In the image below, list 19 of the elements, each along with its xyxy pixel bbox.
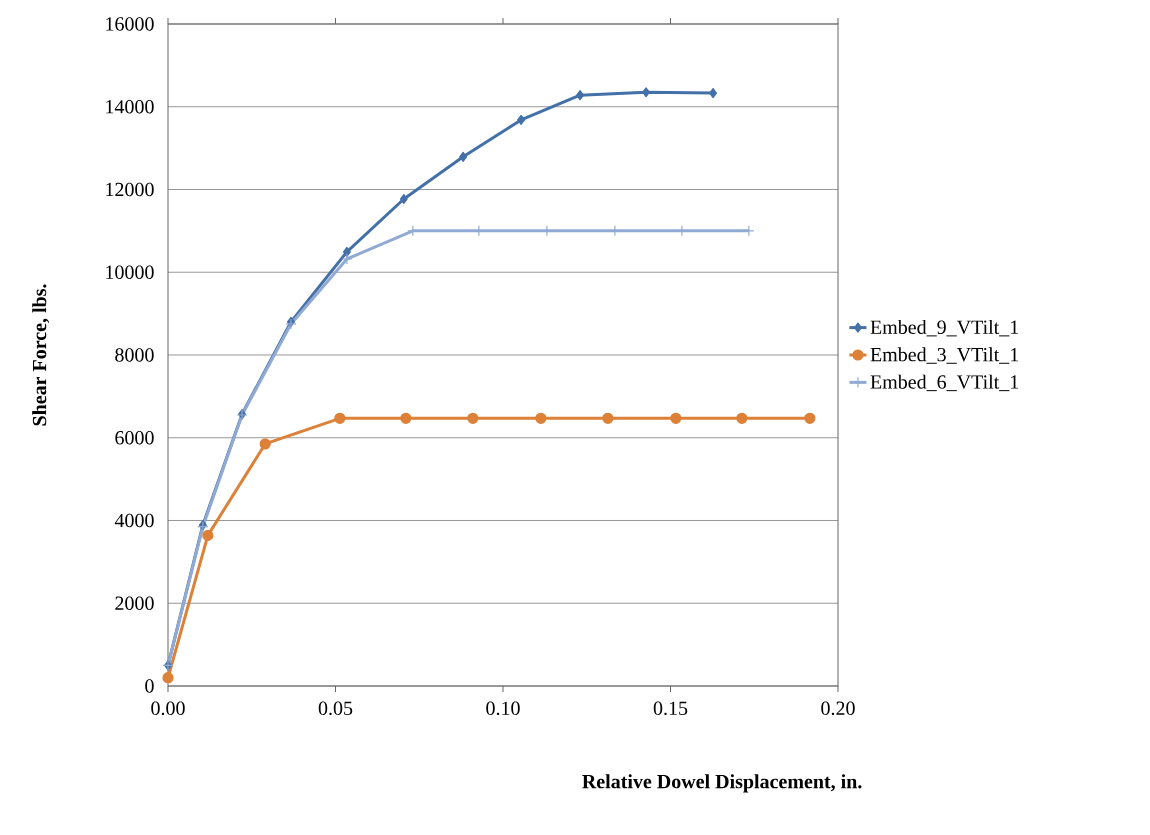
y-tick-label: 8000 [115, 348, 154, 362]
y-tick-label: 14000 [106, 100, 154, 114]
y-axis-title: Shear Force, lbs. [32, 284, 50, 426]
x-tick-label: 0.20 [821, 701, 855, 716]
y-tick-label: 12000 [106, 182, 154, 197]
y-tick-label: 6000 [115, 431, 154, 445]
x-tick-label: 0.05 [318, 701, 353, 716]
x-tick-label: 0.15 [653, 701, 688, 716]
legend-label: Embed_9_VTilt_1 [870, 319, 1019, 337]
legend-label: Embed_3_VTilt_1 [870, 347, 1019, 364]
x-tick-label: 0.10 [486, 701, 520, 716]
y-tick-label: 2000 [115, 596, 154, 610]
x-axis-title: Relative Dowel Displacement, in. [582, 774, 862, 793]
legend-label: Embed_6_VTilt_1 [870, 374, 1019, 392]
y-tick-label: 0 [145, 679, 154, 693]
y-tick-label: 10000 [106, 265, 154, 279]
x-tick-label: 0.00 [151, 701, 185, 716]
y-tick-label: 4000 [114, 513, 154, 528]
y-tick-label: 16000 [106, 17, 154, 31]
